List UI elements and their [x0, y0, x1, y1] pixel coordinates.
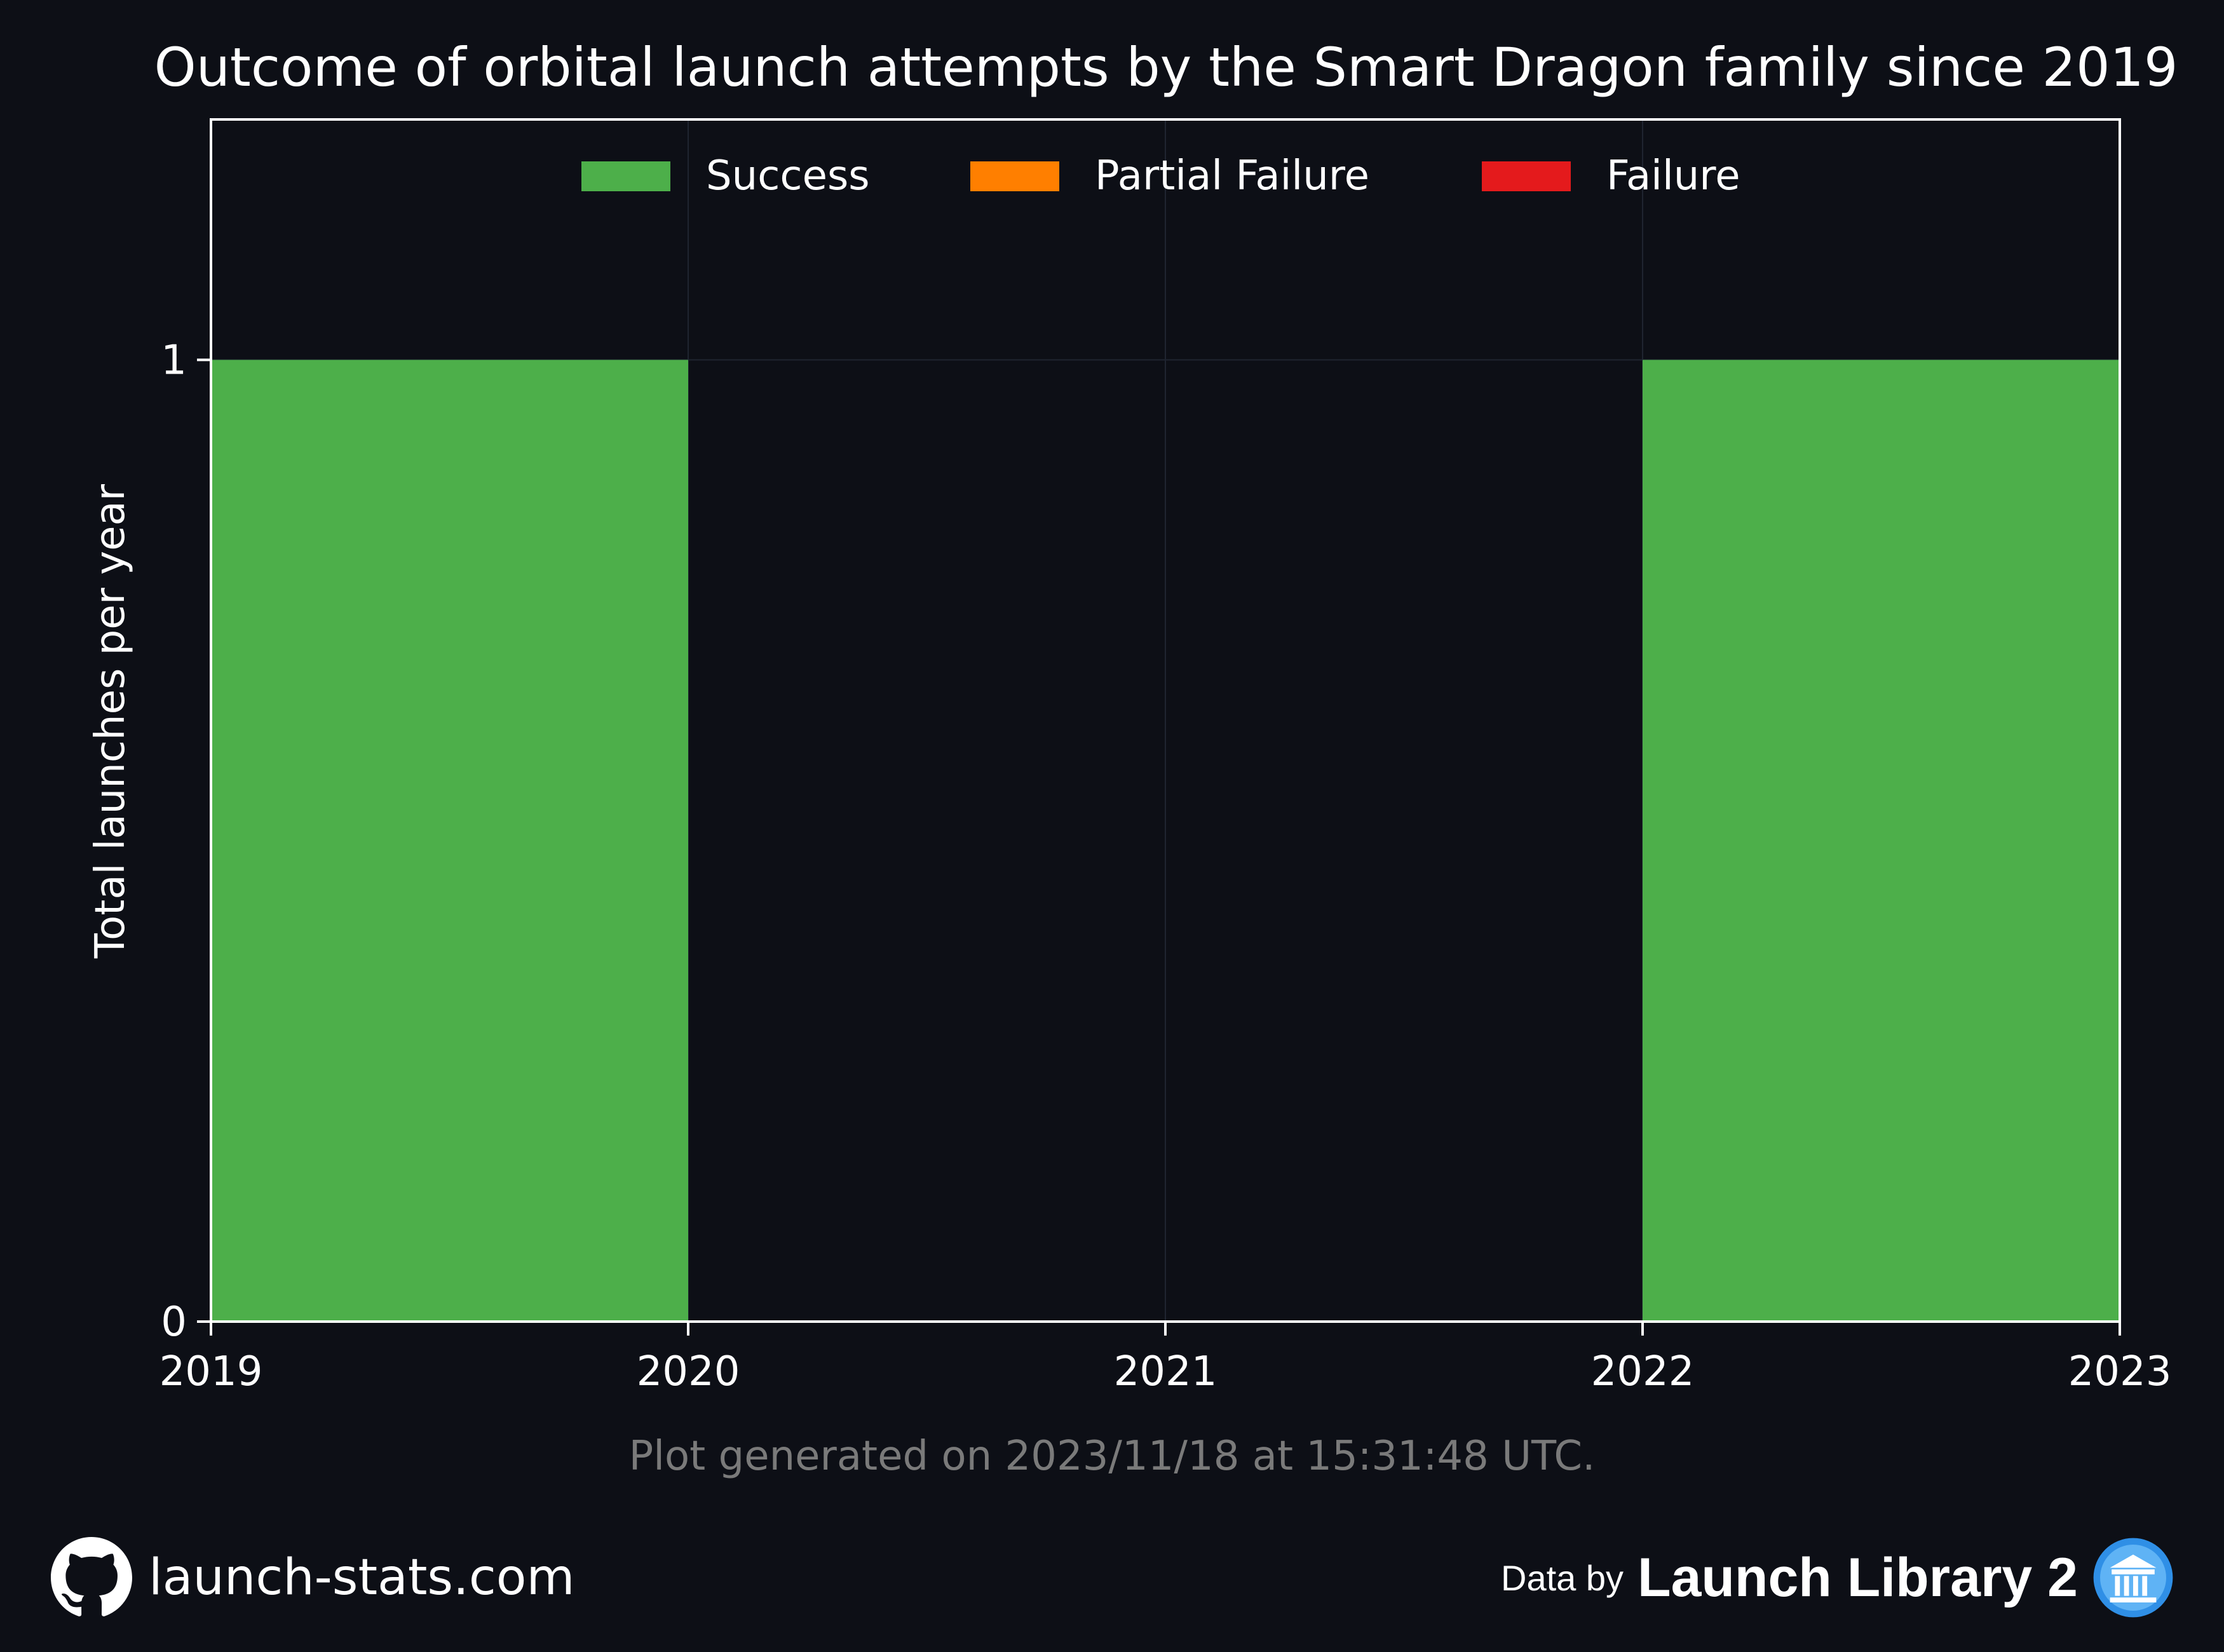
- generated-note: Plot generated on 2023/11/18 at 15:31:48…: [628, 1433, 1596, 1480]
- footer-left: launch-stats.com: [51, 1536, 574, 1619]
- footer-right: Data by Launch Library 2: [1501, 1536, 2174, 1619]
- launch-library-link[interactable]: Launch Library 2: [1637, 1547, 2078, 1608]
- y-axis-label: Total launches per year: [87, 484, 134, 959]
- y-tick-label: 0: [161, 1299, 187, 1346]
- legend-swatch: [581, 161, 670, 191]
- legend-label: Failure: [1606, 152, 1740, 200]
- legend-swatch: [1482, 161, 1571, 191]
- bar-success-2022: [1643, 360, 2120, 1322]
- x-tick-label: 2022: [1591, 1348, 1695, 1395]
- legend-label: Success: [706, 152, 870, 200]
- x-axis: 2019 2020 2021 2022 2023: [159, 1322, 2172, 1395]
- bars: [211, 360, 2120, 1322]
- bar-success-2019: [211, 360, 688, 1322]
- x-tick-label: 2020: [637, 1348, 740, 1395]
- library-icon[interactable]: [2092, 1536, 2174, 1619]
- github-icon[interactable]: [51, 1537, 132, 1618]
- chart-title: Outcome of orbital launch attempts by th…: [154, 36, 2178, 98]
- y-axis: 01: [161, 337, 211, 1346]
- data-by-label: Data by: [1501, 1557, 1624, 1598]
- x-tick-label: 2019: [159, 1348, 263, 1395]
- x-tick-label: 2021: [1114, 1348, 1217, 1395]
- legend-swatch: [970, 161, 1059, 191]
- legend: Success Partial Failure Failure: [581, 152, 1740, 200]
- legend-label: Partial Failure: [1095, 152, 1369, 200]
- y-tick-label: 1: [161, 337, 187, 384]
- x-tick-label: 2023: [2068, 1348, 2172, 1395]
- site-link[interactable]: launch-stats.com: [149, 1549, 575, 1606]
